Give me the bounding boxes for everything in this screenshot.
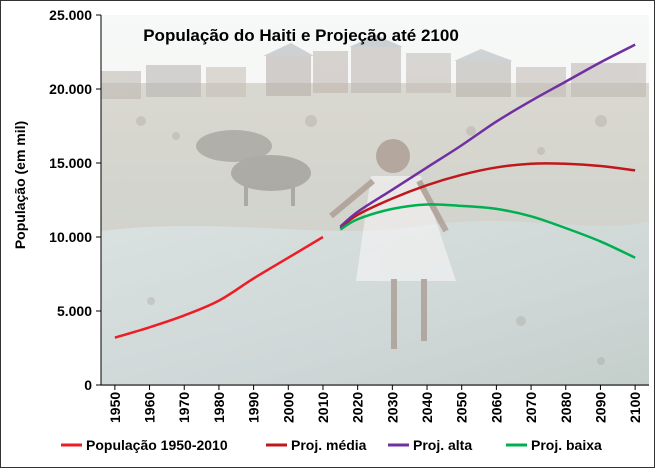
x-tick-label: 2090	[592, 392, 608, 423]
x-tick-label: 2060	[488, 392, 504, 423]
y-tick-label: 20.000	[49, 81, 92, 97]
x-tick-label: 2010	[315, 392, 331, 423]
legend: População 1950-2010 Proj. média Proj. alta…	[61, 437, 602, 453]
x-tick-label: 2030	[384, 392, 400, 423]
y-tick-label: 25.000	[49, 7, 92, 23]
legend-label: Proj. alta	[413, 437, 472, 453]
y-tick-label: 15.000	[49, 155, 92, 171]
x-tick-label: 2020	[350, 392, 366, 423]
series-line-1	[339, 162, 636, 230]
series-line-3	[339, 203, 636, 259]
x-tick-label: 2070	[523, 392, 539, 423]
x-tick-label: 2080	[558, 392, 574, 423]
x-tick-label: 2050	[454, 392, 470, 423]
series-line-0	[114, 235, 324, 339]
x-tick-label: 1980	[211, 392, 227, 423]
x-tick-label: 1970	[176, 392, 192, 423]
y-axis-ticks: 0 5.000 10.000 15.000 20.000 25.000	[49, 7, 101, 393]
x-tick-label: 1990	[246, 392, 262, 423]
legend-label: Proj. baixa	[531, 437, 602, 453]
chart-title: População do Haiti e Projeção até 2100	[143, 26, 459, 45]
y-tick-label: 5.000	[57, 303, 92, 319]
y-tick-label: 10.000	[49, 229, 92, 245]
x-tick-label: 2100	[627, 392, 643, 423]
series-line-2	[339, 43, 636, 228]
x-tick-label: 1960	[142, 392, 158, 423]
y-axis-label: População (em mil)	[12, 121, 28, 249]
legend-label: Proj. média	[291, 437, 367, 453]
x-axis-ticks: 1950 1960 1970 1980 1990 2000 2010 2020 2030 2040…	[107, 385, 643, 423]
x-tick-label: 1950	[107, 392, 123, 423]
series-lines	[114, 43, 636, 339]
x-tick-label: 2000	[280, 392, 296, 423]
y-tick-label: 0	[84, 377, 92, 393]
x-tick-label: 2040	[419, 392, 435, 423]
legend-label: População 1950-2010	[86, 437, 228, 453]
